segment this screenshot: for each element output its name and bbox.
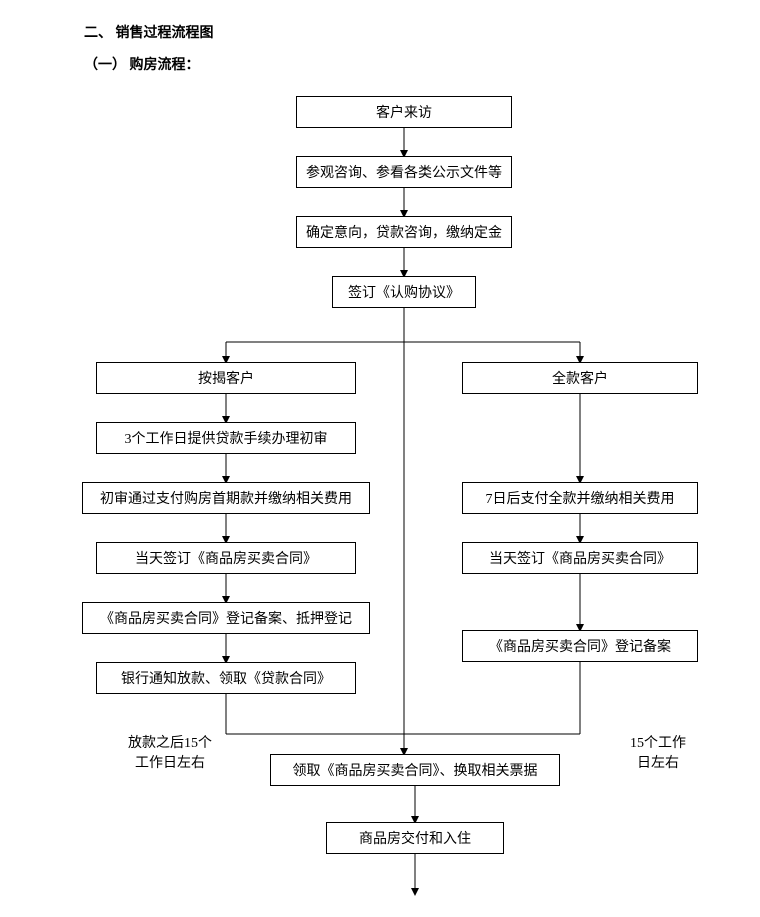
flow-node-n9: 《商品房买卖合同》登记备案、抵押登记 <box>82 602 370 634</box>
flow-node-n16: 商品房交付和入住 <box>326 822 504 854</box>
flow-node-n5: 按揭客户 <box>96 362 356 394</box>
section-heading: 二、 销售过程流程图 <box>84 22 214 42</box>
flow-node-n12: 7日后支付全款并缴纳相关费用 <box>462 482 698 514</box>
subsection-heading: （一） 购房流程： <box>84 54 200 74</box>
flow-node-n6: 3个工作日提供贷款手续办理初审 <box>96 422 356 454</box>
flow-node-n11: 全款客户 <box>462 362 698 394</box>
edge-label-el2: 15个工作日左右 <box>630 734 686 773</box>
flow-node-n14: 《商品房买卖合同》登记备案 <box>462 630 698 662</box>
edge-label-el1: 放款之后15个工作日左右 <box>128 734 212 773</box>
flow-node-n8: 当天签订《商品房买卖合同》 <box>96 542 356 574</box>
flow-node-n3: 确定意向，贷款咨询，缴纳定金 <box>296 216 512 248</box>
flow-node-n2: 参观咨询、参看各类公示文件等 <box>296 156 512 188</box>
flow-node-n10: 银行通知放款、领取《贷款合同》 <box>96 662 356 694</box>
flow-node-n1: 客户来访 <box>296 96 512 128</box>
flow-node-n15: 领取《商品房买卖合同》、换取相关票据 <box>270 754 560 786</box>
flow-node-n13: 当天签订《商品房买卖合同》 <box>462 542 698 574</box>
flow-node-n7: 初审通过支付购房首期款并缴纳相关费用 <box>82 482 370 514</box>
flow-node-n4: 签订《认购协议》 <box>332 276 476 308</box>
